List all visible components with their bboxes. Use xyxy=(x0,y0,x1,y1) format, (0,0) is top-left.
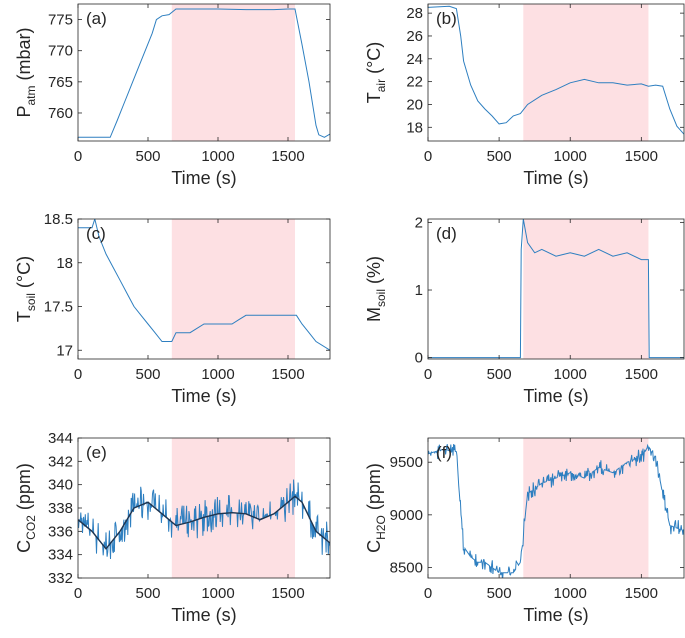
x-axis-label: Time (s) xyxy=(523,386,588,406)
x-tick-label: 500 xyxy=(135,148,160,165)
series-line-main xyxy=(78,8,330,138)
y-tick-label: 17.5 xyxy=(44,299,73,316)
x-tick-label: 500 xyxy=(135,585,160,602)
y-tick-label: 332 xyxy=(48,570,73,587)
series-line-main xyxy=(428,443,684,578)
x-tick-label: 1000 xyxy=(201,366,234,383)
shaded-interval xyxy=(171,219,295,359)
panel-f: 0 500 1000 1500 8500 9000 9500 Time (s) CH2O (pp… xyxy=(364,437,685,625)
y-tick-label: 340 xyxy=(48,477,73,494)
y-axis-label: Patm (mbar) xyxy=(14,27,38,117)
shaded-interval xyxy=(523,4,649,141)
y-tick-label: 336 xyxy=(48,523,73,540)
y-tick-label: 2 xyxy=(415,214,423,231)
axes-frame xyxy=(77,218,331,360)
axes-frame xyxy=(77,3,331,142)
x-tick-label: 1500 xyxy=(625,366,658,383)
x-axis-label: Time (s) xyxy=(171,605,236,625)
x-axis-label: Time (s) xyxy=(523,168,588,188)
y-tick-label: 760 xyxy=(48,105,73,122)
x-tick-label: 0 xyxy=(424,148,432,165)
y-tick-label: 8500 xyxy=(390,559,423,576)
x-tick-label: 1000 xyxy=(554,366,587,383)
y-axis-label: Tsoil (°C) xyxy=(14,256,38,322)
x-tick-label: 1000 xyxy=(201,585,234,602)
y-tick-label: 338 xyxy=(48,500,73,517)
y-tick-label: 28 xyxy=(406,5,423,22)
y-axis-label: Msoil (%) xyxy=(364,256,388,322)
x-tick-label: 0 xyxy=(424,585,432,602)
series-line-main xyxy=(78,219,330,351)
y-axis-label: Tair (°C) xyxy=(364,42,388,104)
x-tick-label: 0 xyxy=(74,148,82,165)
y-tick-label: 344 xyxy=(48,430,73,447)
x-tick-label: 1000 xyxy=(554,148,587,165)
y-tick-label: 24 xyxy=(406,51,423,68)
x-tick-label: 1500 xyxy=(625,585,658,602)
x-tick-label: 500 xyxy=(487,366,512,383)
x-tick-label: 1000 xyxy=(201,148,234,165)
panel-label: (d) xyxy=(436,224,457,243)
x-tick-label: 500 xyxy=(487,585,512,602)
shaded-interval xyxy=(523,219,649,359)
x-tick-label: 1500 xyxy=(271,148,304,165)
x-tick-label: 1000 xyxy=(554,585,587,602)
panel-label: (b) xyxy=(436,9,457,28)
panel-label: (c) xyxy=(86,224,106,243)
panel-e: 0 500 1000 1500 332 334 336 338 340 342 344 Time (s… xyxy=(14,430,331,625)
x-tick-label: 1500 xyxy=(625,148,658,165)
y-tick-label: 765 xyxy=(48,74,73,91)
series-line-main xyxy=(428,5,684,135)
panel-label: (f) xyxy=(436,443,452,462)
panel-b: 0 500 1000 1500 18 20 22 24 26 28 Time (s) Tair (°C… xyxy=(364,3,685,188)
panel-c: 0 500 1000 1500 17 17.5 18 18.5 Time (s) Tsoil (°… xyxy=(14,211,331,406)
y-tick-label: 342 xyxy=(48,453,73,470)
y-tick-label: 18.5 xyxy=(44,211,73,228)
y-tick-label: 17 xyxy=(56,342,73,359)
x-tick-label: 0 xyxy=(74,366,82,383)
y-tick-label: 770 xyxy=(48,43,73,60)
x-tick-label: 500 xyxy=(135,366,160,383)
x-tick-label: 0 xyxy=(74,585,82,602)
y-tick-label: 9500 xyxy=(390,454,423,471)
series-line-smoothed xyxy=(78,495,330,550)
x-tick-label: 1500 xyxy=(271,366,304,383)
x-axis-label: Time (s) xyxy=(523,605,588,625)
y-tick-label: 20 xyxy=(406,96,423,113)
axes-frame xyxy=(427,437,685,579)
y-axis-label: CH2O (ppm) xyxy=(364,463,388,553)
shaded-interval xyxy=(171,438,295,578)
x-tick-label: 500 xyxy=(487,148,512,165)
shaded-interval xyxy=(523,438,649,578)
x-tick-label: 0 xyxy=(424,366,432,383)
series-line-main xyxy=(428,219,684,359)
y-tick-label: 26 xyxy=(406,28,423,45)
y-tick-label: 9000 xyxy=(390,507,423,524)
y-tick-label: 775 xyxy=(48,12,73,29)
shaded-interval xyxy=(171,4,295,141)
x-axis-label: Time (s) xyxy=(171,168,236,188)
axes-frame xyxy=(427,218,685,360)
y-tick-label: 18 xyxy=(56,255,73,272)
y-tick-label: 0 xyxy=(415,350,423,367)
y-tick-label: 334 xyxy=(48,547,73,564)
y-tick-label: 1 xyxy=(415,282,423,299)
y-tick-label: 18 xyxy=(406,119,423,136)
axes-frame xyxy=(427,3,685,142)
panel-label: (e) xyxy=(86,443,107,462)
y-tick-label: 22 xyxy=(406,74,423,91)
x-tick-label: 1500 xyxy=(271,585,304,602)
x-axis-label: Time (s) xyxy=(171,386,236,406)
y-axis-label: CCO2 (ppm) xyxy=(14,463,38,553)
panel-a: 0 500 1000 1500 760 765 770 775 Time (s) Patm (mb… xyxy=(14,3,331,188)
panel-d: 0 500 1000 1500 0 1 2 Time (s) Msoil (%) (d) xyxy=(364,214,685,406)
panel-label: (a) xyxy=(86,9,107,28)
